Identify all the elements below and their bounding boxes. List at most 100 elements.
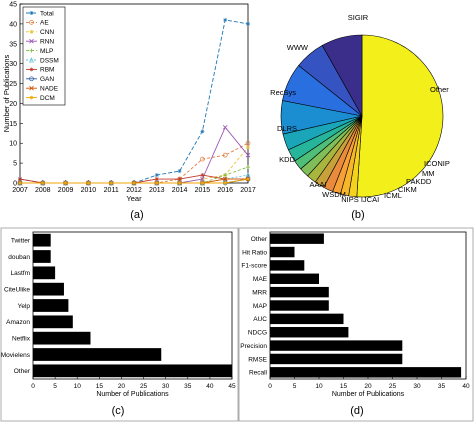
- marker-plus: [246, 165, 250, 170]
- y-tick-label-a: 0: [13, 181, 17, 188]
- pie-label-aaai: AAAI: [309, 180, 326, 189]
- pie-slice-sigir: [321, 34, 363, 118]
- y-tick-label-a: 15: [9, 121, 17, 128]
- bar-chart-metrics: Recall RMSE Precision NDCG AUC MAP MRR MAE F1-sc…: [240, 231, 470, 398]
- marker-star: [200, 173, 205, 178]
- bar-mae: [270, 273, 319, 284]
- y-tick-label-d: Other: [251, 236, 268, 243]
- pie-label-pakdd: PAKDD: [406, 177, 432, 186]
- y-tick-label-d: Recall: [249, 370, 268, 377]
- marker-star: [246, 21, 250, 26]
- marker-circle: [200, 156, 205, 162]
- y-tick-label-d: AUC: [253, 316, 267, 323]
- bar-auc: [270, 313, 344, 325]
- pie-label-cikm: CIKM: [398, 185, 417, 194]
- legend-entry: DSSM: [40, 57, 59, 64]
- y-tick-label-c: CiteUlike: [4, 286, 30, 293]
- marker-star: [200, 181, 205, 185]
- marker-star: [246, 177, 250, 182]
- pie-label-sigir: SIGIR: [348, 13, 369, 22]
- marker-star: [154, 177, 159, 182]
- legend-entry: GAN: [40, 76, 54, 83]
- x-tick-label-d: 25: [389, 383, 397, 390]
- marker-star: [29, 95, 34, 100]
- x-tick-label-a: 2008: [35, 187, 51, 194]
- marker-star: [86, 181, 91, 185]
- x-tick-label-a: 2012: [126, 187, 142, 194]
- marker-star: [246, 145, 250, 150]
- bar-movielens: [33, 348, 162, 361]
- bar-other: [33, 364, 232, 378]
- x-tick-label-c: 15: [96, 383, 104, 390]
- marker-circle: [222, 152, 228, 158]
- line-chart-publications-by-year: 0 5 10 15 20 25 30 35 40 45 2007 2008 2009 2010 2011 20…: [2, 2, 256, 204]
- pie-label-ijcai: IJCAI: [361, 195, 379, 204]
- marker-star: [29, 11, 34, 15]
- bar-map: [270, 300, 329, 311]
- panel-frame-d: [238, 227, 474, 422]
- marker-circle: [29, 20, 34, 25]
- x-tick-label-a: 2010: [81, 187, 97, 194]
- pie-label-iconip: ICONIP: [424, 159, 450, 168]
- x-axis-label-a: Year: [126, 194, 142, 203]
- series-dcm: [18, 177, 250, 185]
- y-tick-label-d: F1-score: [241, 263, 267, 270]
- y-tick-label-a: 20: [9, 101, 17, 108]
- y-tick-label-c: Twitter: [11, 237, 31, 244]
- panel-label-d: (d): [350, 405, 363, 417]
- y-tick-label-a: 5: [13, 161, 17, 168]
- y-tick-label-c: Lastfm: [10, 270, 30, 277]
- x-tick-label-a: 2011: [104, 187, 119, 194]
- marker-star: [40, 181, 45, 185]
- x-axis-label-d: Number of Publications: [332, 391, 405, 398]
- y-tick-label-c: Movielens: [1, 352, 31, 359]
- bar-netflix: [33, 331, 91, 345]
- pie-label-recsys: RecSys: [270, 88, 296, 97]
- x-tick-label-a: 2007: [12, 187, 28, 194]
- marker-triangle: [28, 57, 35, 63]
- marker-star: [200, 129, 205, 134]
- bar-f1-score: [270, 260, 305, 271]
- x-tick-label-d: 40: [462, 383, 470, 390]
- pie-label-dlrs: DLRS: [277, 124, 297, 133]
- y-tick-label-d: Precision: [240, 343, 267, 350]
- pie-label-mm: MM: [422, 169, 435, 178]
- pie-label-wsdm: WSDM: [322, 190, 346, 199]
- y-tick-label-d: Hit Ratio: [242, 249, 267, 256]
- x-axis-label-c: Number of Publications: [96, 391, 169, 398]
- pie-label-www: WWW: [287, 43, 309, 52]
- legend-entry: DCM: [40, 95, 55, 102]
- x-tick-label-a: 2013: [149, 187, 165, 194]
- marker-x: [29, 85, 34, 91]
- legend-entry: Total: [40, 10, 54, 17]
- marker-star: [177, 181, 182, 185]
- y-tick-label-a: 25: [9, 81, 17, 88]
- marker-star: [177, 169, 182, 174]
- x-tick-label-d: 5: [293, 383, 297, 390]
- y-tick-label-a: 10: [9, 141, 17, 148]
- x-tick-label-d: 20: [364, 383, 372, 390]
- bar-mrr: [270, 286, 329, 298]
- y-tick-label-d: MRR: [252, 289, 267, 296]
- panel-frame-c: [0, 227, 239, 422]
- bar-ndcg: [270, 327, 349, 338]
- marker-star: [154, 181, 159, 185]
- marker-x: [222, 125, 228, 130]
- marker-star: [18, 177, 22, 182]
- x-tick-label-d: 0: [268, 383, 272, 390]
- x-tick-label-a: 2016: [217, 187, 233, 194]
- bar-amazon: [33, 315, 73, 329]
- marker-star: [63, 181, 68, 185]
- x-tick-label-c: 25: [140, 383, 148, 390]
- legend-entry: MLP: [40, 48, 53, 55]
- pie-label-nips: NIPS: [341, 195, 359, 204]
- y-tick-label-a: 45: [9, 2, 17, 9]
- pie-slice-other: [356, 34, 444, 198]
- marker-star: [132, 181, 136, 185]
- bar-precision: [270, 340, 403, 351]
- x-tick-label-a: 2014: [172, 187, 188, 194]
- y-tick-label-a: 40: [9, 21, 17, 28]
- marker-x: [222, 176, 228, 182]
- marker-x: [245, 152, 251, 158]
